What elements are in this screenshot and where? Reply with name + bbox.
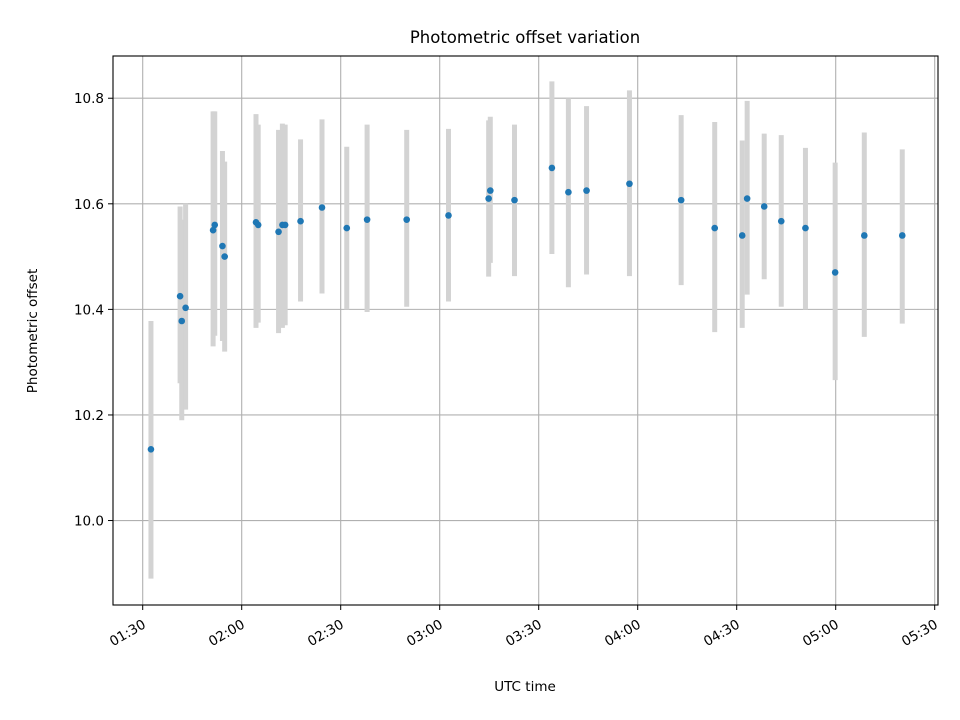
data-point	[297, 217, 304, 225]
data-point	[831, 269, 839, 276]
data-point	[176, 292, 184, 300]
y-tick-label: 10.0	[74, 514, 104, 530]
data-point	[743, 195, 751, 202]
x-tick-label: 04:00	[602, 617, 644, 650]
x-tick-label: 02:30	[305, 617, 347, 650]
data-point	[487, 187, 494, 194]
y-tick-label: 10.4	[74, 302, 104, 318]
x-tick-label: 03:30	[503, 617, 545, 650]
data-point	[677, 196, 685, 204]
data-point	[147, 445, 155, 453]
ticks: 01:30 02:00 02:30 03:00 03:30 04:00 04:30 05:00…	[74, 91, 941, 650]
data-point	[403, 216, 411, 223]
chart-title: Photometric offset variation	[410, 28, 640, 47]
data-point	[219, 242, 226, 250]
data-point	[777, 217, 785, 225]
data-point	[343, 224, 351, 232]
data-point	[275, 228, 282, 236]
grid	[113, 56, 938, 605]
y-tick-label: 10.2	[74, 408, 104, 424]
data-point	[209, 226, 217, 234]
x-axis-label: UTC time	[494, 679, 556, 695]
y-tick-label: 10.8	[74, 91, 104, 107]
data-point	[898, 232, 906, 239]
x-tick-label: 05:00	[800, 617, 842, 650]
x-tick-label: 05:30	[899, 617, 941, 650]
data-point	[583, 187, 590, 194]
data-points	[147, 164, 906, 453]
data-point	[511, 196, 518, 204]
data-point	[182, 304, 189, 312]
data-point	[363, 216, 371, 223]
x-tick-label: 04:30	[701, 617, 743, 650]
x-tick-label: 02:00	[206, 617, 248, 650]
data-point	[626, 180, 633, 188]
data-point	[711, 224, 718, 232]
data-point	[802, 224, 809, 232]
data-point	[221, 253, 228, 260]
data-point	[211, 221, 219, 229]
data-point	[760, 203, 768, 210]
x-tick-label: 03:00	[404, 617, 446, 650]
y-axis-label: Photometric offset	[25, 269, 41, 393]
data-point	[485, 195, 492, 202]
errorbars	[148, 81, 905, 579]
y-tick-label: 10.6	[74, 197, 104, 213]
data-point	[445, 212, 452, 219]
x-tick-label: 01:30	[107, 617, 149, 650]
data-point	[178, 317, 186, 325]
data-point	[318, 204, 326, 211]
data-point	[281, 221, 289, 229]
data-point	[548, 164, 556, 172]
data-point	[738, 232, 746, 239]
plot-frame	[112, 55, 939, 606]
data-point	[565, 188, 572, 196]
data-point	[254, 221, 262, 229]
data-point	[861, 232, 868, 239]
